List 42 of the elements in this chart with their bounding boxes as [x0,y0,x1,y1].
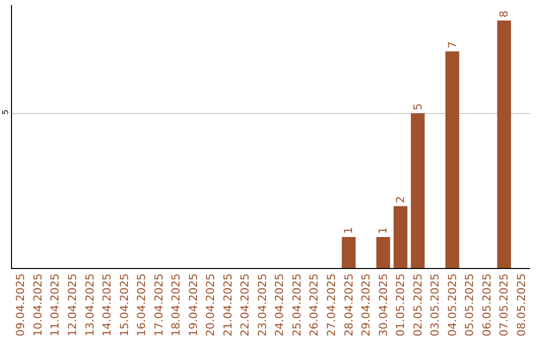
x-tick-label: 04.05.2025 [446,273,459,336]
bar [376,237,390,268]
x-tick-label: 05.05.2025 [463,273,476,336]
x-tick-label: 15.04.2025 [118,273,131,336]
bar [445,51,460,268]
bar [410,113,425,268]
data-label: 7 [446,41,459,48]
x-tick-label: 12.04.2025 [66,273,80,336]
x-tick-label: 17.04.2025 [152,273,166,336]
x-tick-label: 08.05.2025 [514,273,528,336]
x-tick-label: 18.04.2025 [170,273,183,336]
x-tick-label: 14.04.2025 [100,273,114,336]
x-tick-label: 01.05.2025 [394,273,408,336]
x-tick-label: 25.04.2025 [290,273,304,336]
x-tick-label: 03.05.2025 [428,273,442,336]
x-tick-label: 02.05.2025 [411,273,424,336]
x-tick-label: 28.04.2025 [342,273,356,336]
data-label: 2 [394,196,407,204]
bar [394,206,408,268]
x-tick-label: 09.04.2025 [14,273,28,336]
x-tick-label: 16.04.2025 [135,273,148,336]
x-tick-label: 21.04.2025 [221,273,234,336]
x-tick-label: 13.04.2025 [83,273,96,336]
x-tick-label: 24.04.2025 [273,273,286,336]
x-tick-label: 19.04.2025 [186,273,200,336]
x-tick-label: 11.04.2025 [48,273,62,336]
x-tick-label: 27.04.2025 [325,273,338,336]
bar [497,20,512,268]
x-tick-label: 06.05.2025 [480,273,494,336]
data-label: 1 [342,227,356,234]
x-tick-label: 26.04.2025 [308,273,321,336]
x-tick-label: 30.04.2025 [376,273,390,336]
x-tick-label: 29.04.2025 [360,273,373,336]
x-tick-label: 10.04.2025 [31,273,44,336]
x-tick-label: 23.04.2025 [256,273,269,336]
data-label: 8 [498,10,511,18]
bar [342,237,356,268]
data-label: 1 [376,227,390,234]
data-label: 5 [411,103,424,110]
x-tick-label: 22.04.2025 [238,273,252,336]
x-tick-label: 20.04.2025 [204,273,218,336]
x-tick-label: 07.05.2025 [498,273,511,336]
